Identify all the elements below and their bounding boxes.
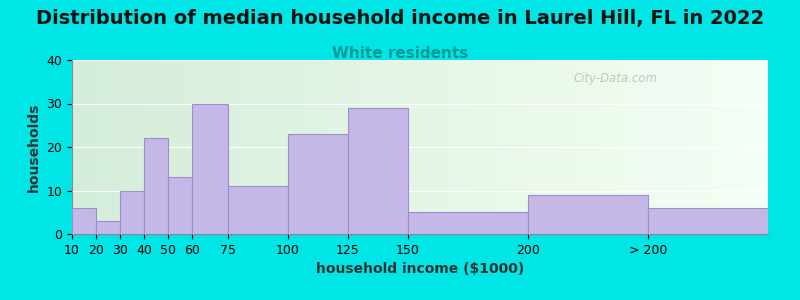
Bar [288,134,348,234]
Text: Distribution of median household income in Laurel Hill, FL in 2022: Distribution of median household income … [36,9,764,28]
Text: White residents: White residents [332,46,468,62]
X-axis label: household income ($1000): household income ($1000) [316,262,524,276]
Bar [192,103,228,234]
Bar [648,208,768,234]
Bar [144,138,168,234]
Bar [168,177,192,234]
Bar [528,195,648,234]
Bar [96,221,120,234]
Bar [228,186,288,234]
Bar [72,208,96,234]
Bar [408,212,528,234]
Text: City-Data.com: City-Data.com [573,72,658,85]
Bar [348,108,408,234]
Bar [120,190,144,234]
Y-axis label: households: households [27,102,41,192]
